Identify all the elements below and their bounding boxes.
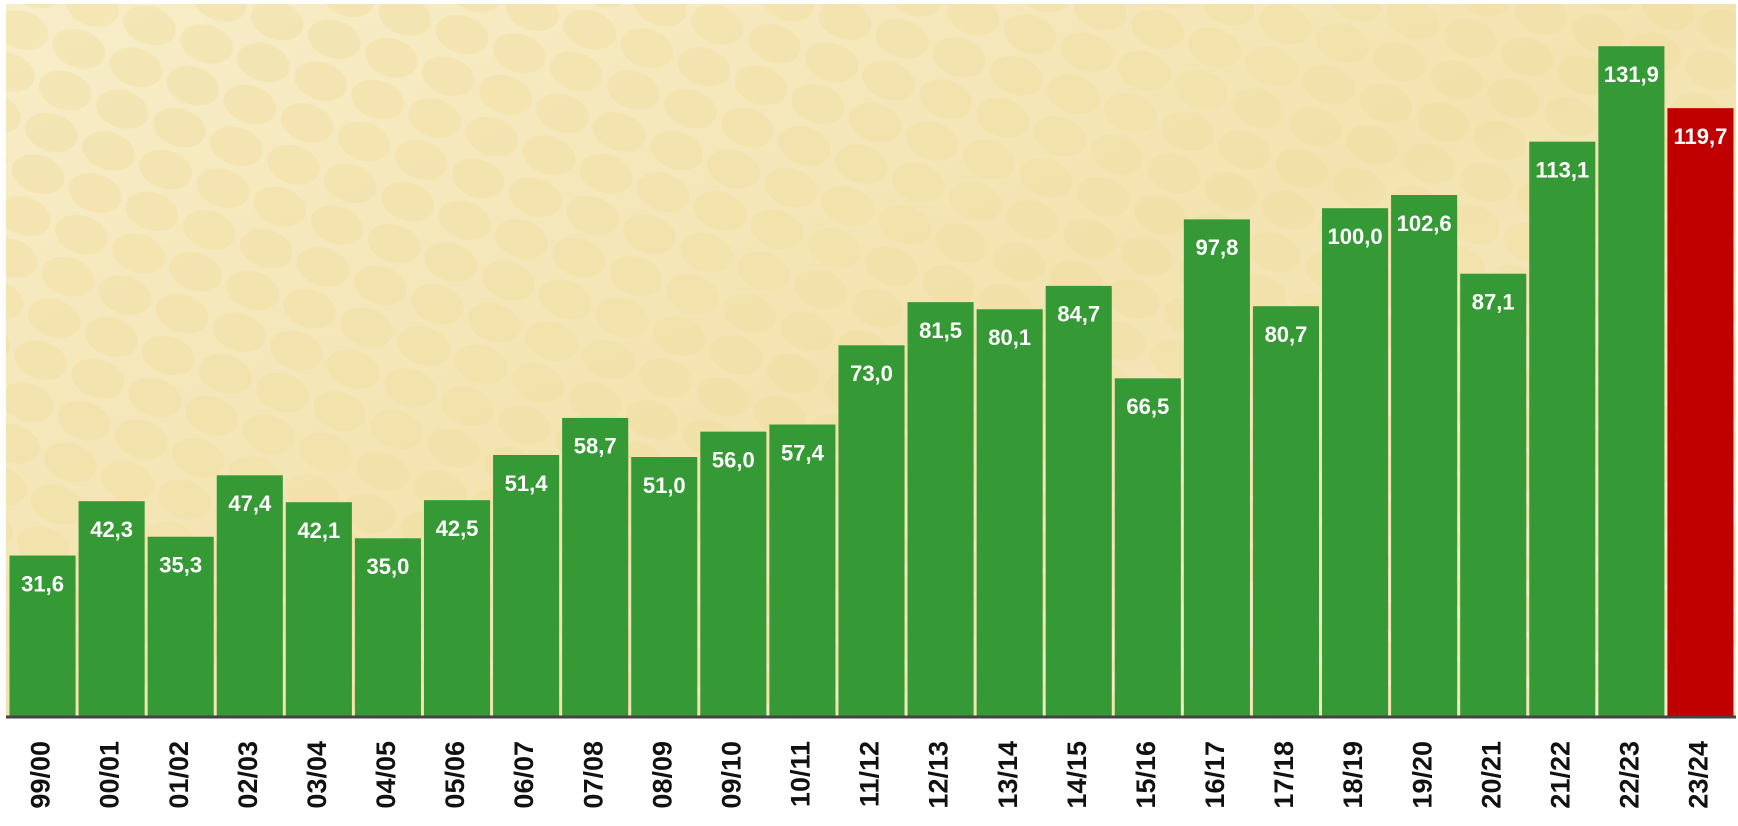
x-tick-label: 05/06 — [440, 741, 470, 809]
x-tick-label: 23/24 — [1684, 741, 1714, 809]
bar — [1529, 142, 1595, 716]
value-label: 35,3 — [159, 553, 202, 578]
x-tick-label: 12/13 — [924, 741, 954, 809]
value-label: 87,1 — [1472, 290, 1515, 315]
value-label: 73,0 — [850, 361, 893, 386]
bar — [1460, 274, 1526, 716]
chart: 31,6 99/00 42,3 00/01 35,3 01/02 47,4 02/03 42,1… — [0, 0, 1738, 826]
value-label: 56,0 — [712, 447, 755, 472]
value-label: 51,0 — [643, 473, 686, 498]
x-tick-label: 99/00 — [26, 741, 56, 809]
value-label: 57,4 — [781, 440, 825, 465]
x-tick-label: 04/05 — [371, 741, 401, 809]
bar — [977, 309, 1043, 716]
x-tick-label: 15/16 — [1131, 741, 1161, 809]
x-tick-label: 19/20 — [1407, 741, 1437, 809]
x-tick-label: 14/15 — [1062, 741, 1092, 809]
value-label: 31,6 — [21, 571, 64, 596]
bar — [562, 418, 628, 716]
x-tick-label: 06/07 — [509, 741, 539, 809]
x-tick-label: 21/22 — [1545, 741, 1575, 809]
value-label: 58,7 — [574, 434, 617, 459]
value-label: 131,9 — [1604, 62, 1659, 87]
bar — [1322, 208, 1388, 716]
value-label: 42,5 — [436, 516, 479, 541]
x-tick-label: 00/01 — [95, 741, 125, 809]
x-tick-label: 20/21 — [1476, 741, 1506, 809]
bar — [1667, 108, 1733, 716]
x-tick-label: 16/17 — [1200, 741, 1230, 809]
value-label: 100,0 — [1328, 224, 1383, 249]
x-tick-label: 11/12 — [855, 741, 885, 807]
x-tick-label: 17/18 — [1269, 741, 1299, 809]
value-label: 119,7 — [1674, 124, 1728, 149]
bar — [1253, 306, 1319, 716]
value-label: 80,7 — [1265, 322, 1308, 347]
value-label: 84,7 — [1057, 302, 1100, 327]
value-label: 42,1 — [297, 518, 340, 543]
value-label: 35,0 — [367, 554, 410, 579]
bar — [769, 425, 835, 716]
value-label: 80,1 — [988, 325, 1031, 350]
bar — [1115, 378, 1181, 716]
value-label: 51,4 — [505, 471, 549, 496]
value-label: 47,4 — [228, 491, 272, 516]
value-label: 113,1 — [1535, 157, 1589, 182]
bar — [908, 302, 974, 716]
x-tick-label: 01/02 — [164, 741, 194, 809]
bar — [1184, 219, 1250, 716]
bar — [1391, 195, 1457, 716]
x-tick-label: 08/09 — [647, 741, 677, 809]
value-label: 81,5 — [919, 318, 962, 343]
value-label: 97,8 — [1195, 235, 1238, 260]
x-tick-label: 07/08 — [578, 741, 608, 809]
x-tick-label: 18/19 — [1338, 741, 1368, 809]
value-label: 42,3 — [90, 517, 133, 542]
bar — [1046, 286, 1112, 716]
x-tick-label: 13/14 — [993, 741, 1023, 809]
value-label: 66,5 — [1126, 394, 1169, 419]
bar — [838, 345, 904, 716]
value-label: 102,6 — [1397, 211, 1452, 236]
x-tick-label: 02/03 — [233, 741, 263, 809]
bar — [1598, 46, 1664, 716]
x-tick-label: 09/10 — [716, 741, 746, 809]
x-tick-label: 03/04 — [302, 741, 332, 809]
x-tick-label: 10/11 — [786, 741, 816, 807]
x-tick-label: 22/23 — [1615, 741, 1645, 809]
bar — [700, 432, 766, 716]
